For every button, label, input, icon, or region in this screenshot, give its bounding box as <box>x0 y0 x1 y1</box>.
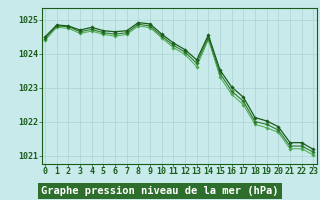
Text: Graphe pression niveau de la mer (hPa): Graphe pression niveau de la mer (hPa) <box>41 186 279 196</box>
